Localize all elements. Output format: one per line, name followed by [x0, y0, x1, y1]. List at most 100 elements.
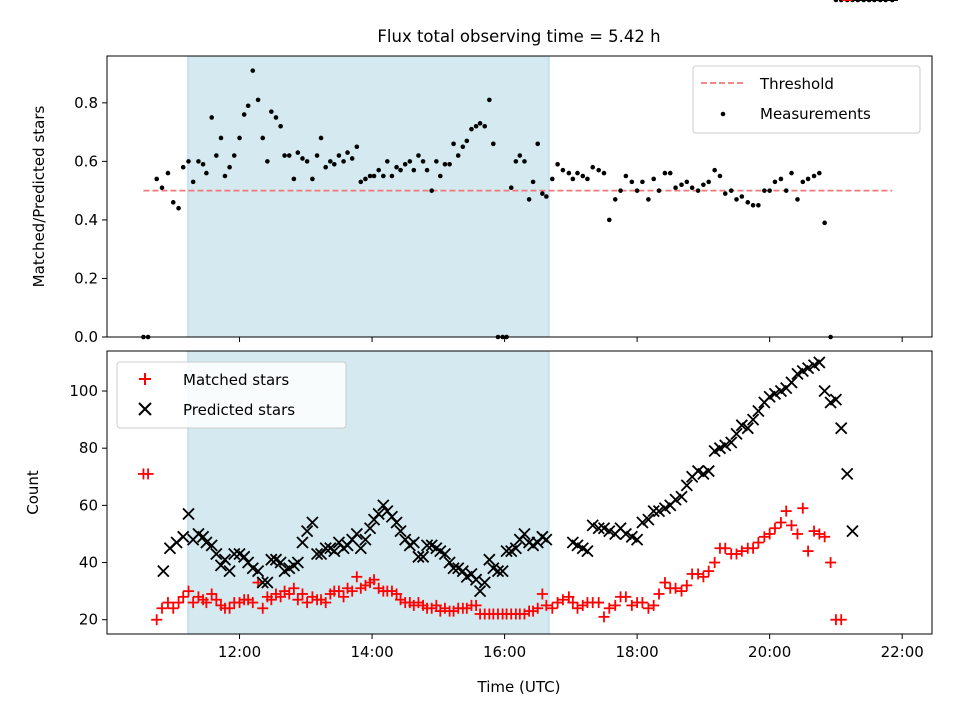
- measurement-point: [750, 202, 756, 208]
- measurement-point: [590, 164, 596, 170]
- measurement-point: [517, 153, 523, 158]
- measurement-point: [345, 150, 350, 155]
- predicted-star-point: [540, 533, 553, 546]
- measurement-point: [778, 176, 784, 182]
- matched-star-point: [187, 597, 199, 609]
- top-y-tick-label: 0.4: [74, 211, 98, 229]
- legend-measurements-label: Measurements: [760, 105, 871, 123]
- predicted-star-point: [719, 439, 732, 452]
- measurement-point: [822, 220, 827, 226]
- matched-star-point: [346, 585, 358, 597]
- matched-star-point: [719, 542, 731, 554]
- matched-star-point: [736, 545, 748, 557]
- measurement-point: [580, 173, 586, 179]
- measurement-point: [473, 123, 479, 129]
- matched-star-point: [747, 542, 759, 554]
- predicted-star-point: [680, 479, 693, 492]
- predicted-star-point: [619, 527, 632, 541]
- measurement-point: [460, 144, 466, 150]
- measurement-point: [575, 170, 580, 176]
- measurement-point: [618, 188, 623, 193]
- measurement-point: [606, 217, 612, 223]
- predicted-star-point: [518, 527, 531, 541]
- measurement-point: [800, 179, 806, 185]
- measurement-point: [328, 159, 333, 164]
- predicted-star-point: [483, 553, 496, 566]
- measurement-point: [165, 170, 171, 176]
- bottom-legend-box: [116, 361, 347, 429]
- bottom-legend: Matched stars Predicted stars: [116, 361, 347, 429]
- measurement-point: [363, 176, 368, 182]
- predicted-star-point: [846, 524, 859, 538]
- measurement-point: [487, 97, 492, 103]
- predicted-star-point: [675, 490, 688, 503]
- measurement-point: [662, 170, 668, 176]
- measurement-point: [522, 159, 527, 164]
- measurement-point: [295, 150, 301, 155]
- matched-star-point: [813, 528, 825, 540]
- x-tick-label: 22:00: [881, 643, 924, 661]
- matched-star-point: [620, 591, 632, 603]
- measurement-point: [402, 162, 408, 167]
- measurement-point: [530, 179, 536, 185]
- measurement-point: [717, 173, 723, 179]
- measurement-point: [651, 176, 656, 182]
- measurement-point: [180, 164, 186, 170]
- measurement-point: [491, 141, 496, 147]
- measurement-point: [265, 159, 270, 164]
- top-observing-span: [187, 55, 550, 338]
- matched-star-point: [430, 599, 442, 611]
- matched-star-point: [391, 588, 403, 600]
- predicted-star-point: [328, 544, 341, 558]
- matched-star-point: [758, 531, 770, 543]
- predicted-star-point: [214, 559, 228, 572]
- matched-star-point: [292, 594, 304, 606]
- measurement-point: [684, 179, 690, 185]
- predicted-star-point: [238, 550, 251, 563]
- matched-star-point: [301, 597, 313, 609]
- measurement-point: [282, 153, 287, 158]
- matched-star-point: [780, 505, 792, 517]
- measurement-point: [278, 123, 283, 129]
- predicted-star-point: [835, 422, 848, 435]
- predicted-star-point: [785, 376, 798, 389]
- predicted-star-point: [359, 533, 372, 546]
- matched-star-point: [283, 588, 295, 600]
- predicted-star-point: [586, 519, 599, 532]
- matched-star-point: [162, 597, 174, 609]
- measurement-point: [585, 176, 590, 182]
- measurement-point: [416, 153, 421, 158]
- matched-star-point: [470, 599, 482, 611]
- matched-star-point: [265, 594, 277, 606]
- legend-predicted-label: Predicted stars: [183, 401, 295, 419]
- measurement-point: [255, 97, 261, 103]
- measurement-point: [566, 170, 572, 176]
- matched-star-point: [206, 588, 218, 600]
- matched-star-point: [368, 574, 380, 586]
- predicted-star-point: [500, 544, 513, 558]
- predicted-stars-points: [157, 0, 898, 598]
- measurement-point: [795, 197, 800, 202]
- measurement-point: [286, 153, 292, 158]
- matched-star-point: [681, 579, 693, 591]
- matched-star-point: [642, 602, 654, 614]
- measurement-point: [601, 170, 607, 176]
- measurement-point: [482, 123, 488, 129]
- measurement-point: [381, 173, 386, 179]
- matched-star-point: [598, 611, 610, 623]
- predicted-star-point: [592, 522, 605, 535]
- measurement-point: [218, 135, 224, 141]
- matched-star-point: [338, 591, 350, 603]
- matched-star-point: [797, 502, 809, 514]
- matched-star-point: [636, 597, 648, 609]
- measurement-point: [237, 135, 242, 141]
- top-y-tick-label: 0.0: [74, 328, 98, 346]
- bottom-y-tick-label: 20: [79, 611, 98, 629]
- predicted-star-point: [752, 404, 765, 418]
- predicted-star-point: [801, 362, 815, 375]
- measurement-point: [310, 176, 315, 182]
- matched-star-point: [819, 531, 831, 543]
- matched-star-point: [703, 565, 715, 577]
- predicted-star-point: [725, 436, 738, 449]
